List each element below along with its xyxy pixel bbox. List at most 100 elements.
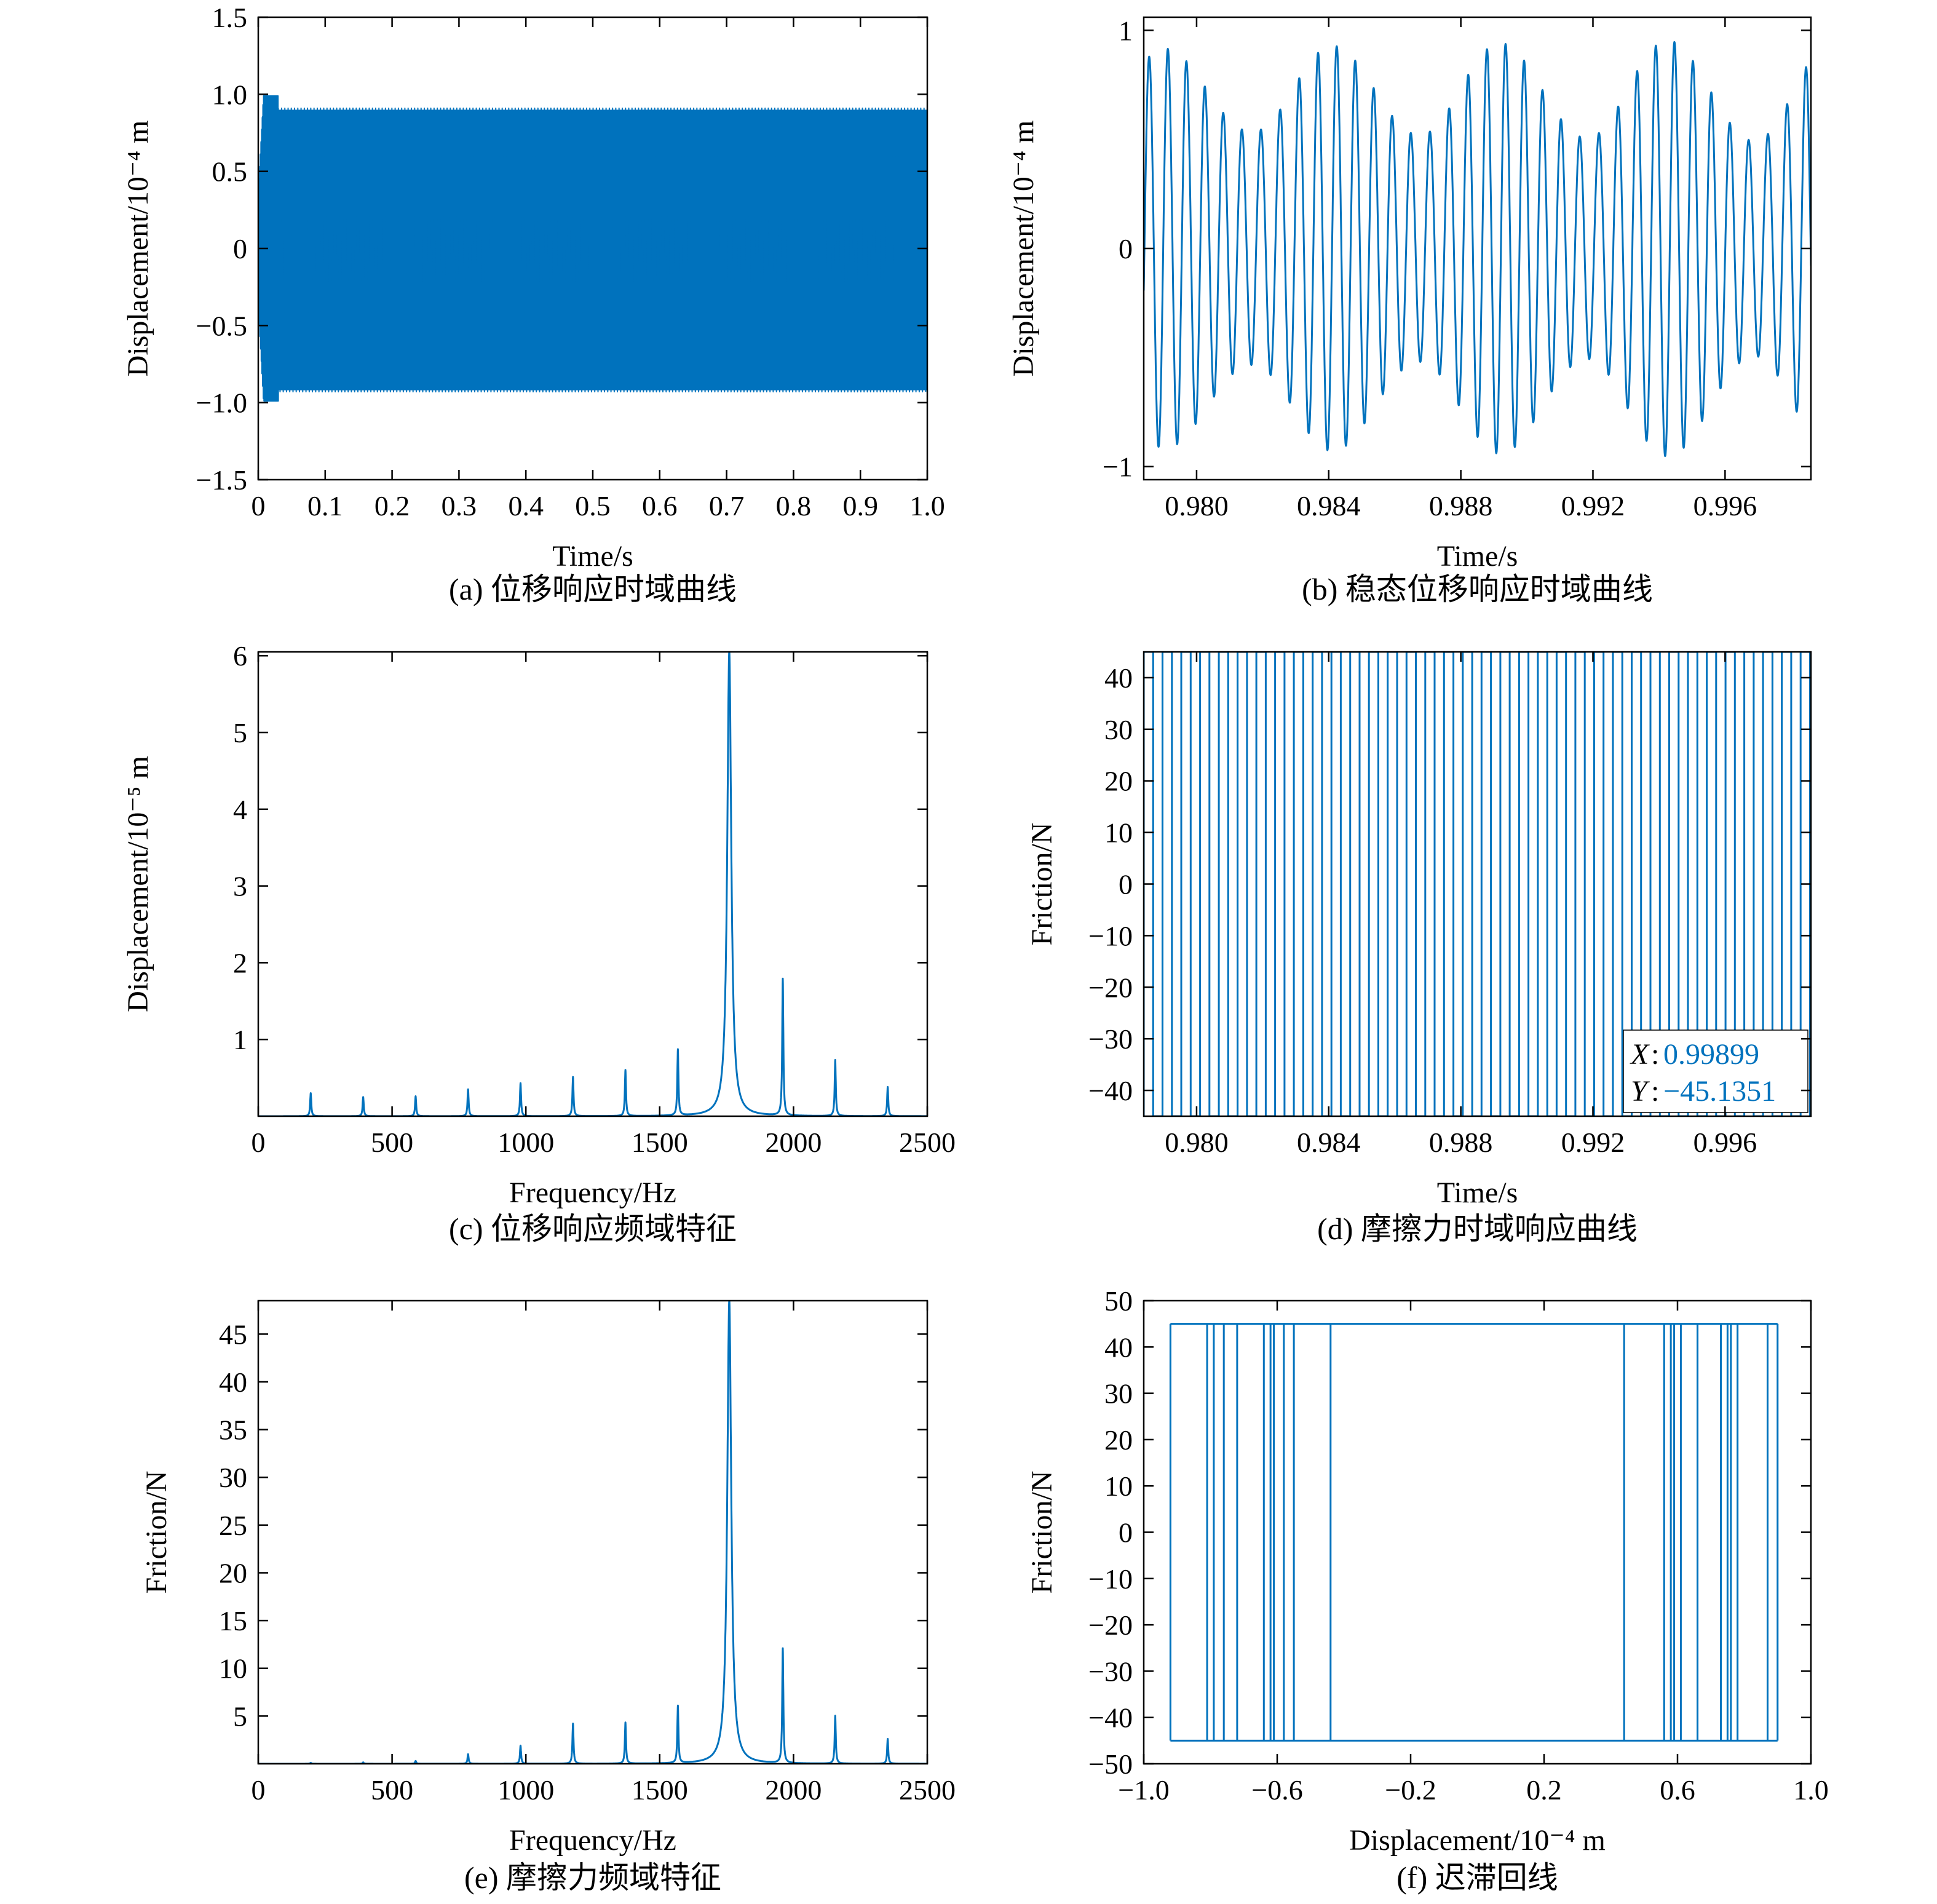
- y-tick-label: 3: [233, 871, 247, 902]
- y-tick-label: 30: [1104, 1378, 1133, 1410]
- x-tick-label: 0.9: [842, 490, 878, 522]
- y-tick-label: 10: [1104, 1470, 1133, 1502]
- y-axis-label: Friction/N: [140, 1471, 173, 1594]
- y-tick-label: −50: [1088, 1748, 1133, 1780]
- x-axis-label: Displacement/10⁻⁴ m: [1349, 1824, 1606, 1857]
- x-tick-label: 0: [252, 1774, 266, 1806]
- y-tick-label: 20: [219, 1557, 247, 1589]
- x-tick-label: 0.984: [1297, 1127, 1361, 1158]
- y-tick-label: 25: [219, 1510, 247, 1541]
- panel-a: 0 0.1 0.2 0.3 0.4 0.5 0.6 0.7 0.8 0.9 1.0 −1.5 −1.0 −…: [122, 2, 945, 606]
- x-tick-label: 0.980: [1165, 490, 1229, 522]
- x-axis-label: Time/s: [1437, 1176, 1518, 1209]
- x-tick-label: 2500: [899, 1774, 956, 1806]
- displacement-oscillation: [277, 107, 927, 393]
- y-tick-label: −1.5: [196, 464, 247, 496]
- datatip-x-label: X: [1630, 1038, 1650, 1071]
- x-tick-label: 2500: [899, 1127, 956, 1158]
- panel-caption: (e) 摩擦力频域特征: [464, 1860, 721, 1895]
- plot-area-b: [1144, 41, 1811, 457]
- plot-area-a: [258, 95, 927, 402]
- x-axis-label: Time/s: [552, 540, 633, 573]
- y-tick-label: 20: [1104, 1424, 1133, 1456]
- axes-frame: [1143, 16, 1812, 481]
- y-tick-label: 50: [1104, 1285, 1133, 1317]
- x-tick-label: 2000: [765, 1774, 822, 1806]
- y-tick-label: 0: [1119, 1517, 1133, 1549]
- x-tick-label: 0.984: [1297, 490, 1361, 522]
- y-tick-label: 1: [1119, 15, 1133, 46]
- datatip-y-value: −45.1351: [1663, 1075, 1776, 1108]
- x-tick-label: 0.992: [1561, 1127, 1625, 1158]
- y-tick-label: −20: [1088, 972, 1133, 1003]
- x-axis-label: Frequency/Hz: [509, 1176, 676, 1209]
- y-tick-label: −30: [1088, 1656, 1133, 1687]
- y-tick-label: 10: [1104, 817, 1133, 849]
- plot-area-f: [1169, 1323, 1779, 1742]
- y-tick-label: 4: [233, 794, 247, 825]
- x-tick-label: 0.5: [575, 490, 611, 522]
- panel-caption: (c) 位移响应频域特征: [449, 1212, 737, 1246]
- panel-f: −1.0 −0.6 −0.2 0.2 0.6 1.0 −50 −40 −30 −20 −10 0 10 2…: [1026, 1285, 1829, 1895]
- y-tick-label: 10: [219, 1653, 247, 1684]
- y-tick-label: 40: [219, 1367, 247, 1398]
- y-tick-label: 35: [219, 1414, 247, 1446]
- x-tick-label: 500: [371, 1127, 413, 1158]
- y-axis-label: Displacement/10⁻⁴ m: [1007, 121, 1040, 377]
- y-tick-label: 0: [1119, 233, 1133, 264]
- y-axis-label: Friction/N: [1026, 823, 1058, 946]
- friction-time-line: [1144, 652, 1811, 1116]
- panel-e: 0 500 1000 1500 2000 2500 5 10 15 20 25 30 35 40 45 Fre…: [140, 1299, 956, 1895]
- panel-caption: (f) 迟滞回线: [1396, 1860, 1558, 1895]
- y-tick-label: −20: [1088, 1609, 1133, 1641]
- x-tick-label: 1500: [632, 1127, 688, 1158]
- x-tick-label: −0.2: [1385, 1774, 1436, 1806]
- spectrum-line: [258, 652, 927, 1116]
- x-tick-label: 1000: [497, 1127, 554, 1158]
- y-axis-label: Friction/N: [1026, 1471, 1058, 1594]
- y-tick-label: 30: [1104, 714, 1133, 745]
- y-tick-label: 0: [1119, 869, 1133, 900]
- y-tick-label: −40: [1088, 1075, 1133, 1106]
- x-tick-label: 1500: [632, 1774, 688, 1806]
- datatip-y-label: Y: [1631, 1075, 1650, 1108]
- x-tick-label: 0: [252, 1127, 266, 1158]
- axes-frame: [1143, 1299, 1812, 1765]
- x-tick-label: 0.988: [1429, 1127, 1493, 1158]
- datatip-colon: :: [1651, 1038, 1659, 1071]
- x-tick-label: 0.6: [642, 490, 678, 522]
- panel-caption: (d) 摩擦力时域响应曲线: [1317, 1212, 1638, 1246]
- y-tick-label: 45: [219, 1319, 247, 1350]
- y-tick-label: 15: [219, 1605, 247, 1636]
- y-tick-label: 5: [233, 1700, 247, 1732]
- panel-d: X:0.99899 Y: −45.1351 0.980 0.984 0.988 0.992 0…: [1026, 651, 1812, 1246]
- axes-frame: [257, 1299, 929, 1765]
- plot-area-e: [258, 1301, 927, 1764]
- x-tick-label: −1.0: [1118, 1774, 1169, 1806]
- datatip-x-value: 0.99899: [1663, 1038, 1759, 1071]
- y-tick-label: 20: [1104, 766, 1133, 797]
- x-tick-label: 0.7: [709, 490, 745, 522]
- y-tick-label: 30: [219, 1462, 247, 1493]
- x-tick-label: 1.0: [909, 490, 945, 522]
- x-tick-label: 0.3: [442, 490, 477, 522]
- x-tick-label: 0.2: [374, 490, 410, 522]
- panel-caption: (a) 位移响应时域曲线: [449, 572, 737, 606]
- panel-c: 0 500 1000 1500 2000 2500 1 2 3 4 5 6 Frequency/Hz Di…: [122, 640, 956, 1246]
- y-tick-label: 1.5: [212, 2, 248, 33]
- x-tick-label: 0.996: [1693, 1127, 1757, 1158]
- y-tick-label: 1: [233, 1024, 247, 1055]
- y-tick-label: 0.5: [212, 156, 248, 188]
- x-tick-label: 0: [252, 490, 266, 522]
- x-tick-label: 0.992: [1561, 490, 1625, 522]
- plot-area-d: [1144, 652, 1811, 1116]
- y-axis-label: Displacement/10⁻⁵ m: [122, 756, 154, 1012]
- x-tick-label: 0.4: [508, 490, 544, 522]
- y-tick-label: 40: [1104, 662, 1133, 694]
- x-axis-label: Frequency/Hz: [509, 1824, 676, 1857]
- y-tick-label: 40: [1104, 1331, 1133, 1363]
- y-tick-label: −1.0: [196, 387, 247, 419]
- x-tick-label: 0.6: [1660, 1774, 1695, 1806]
- x-tick-label: 2000: [765, 1127, 822, 1158]
